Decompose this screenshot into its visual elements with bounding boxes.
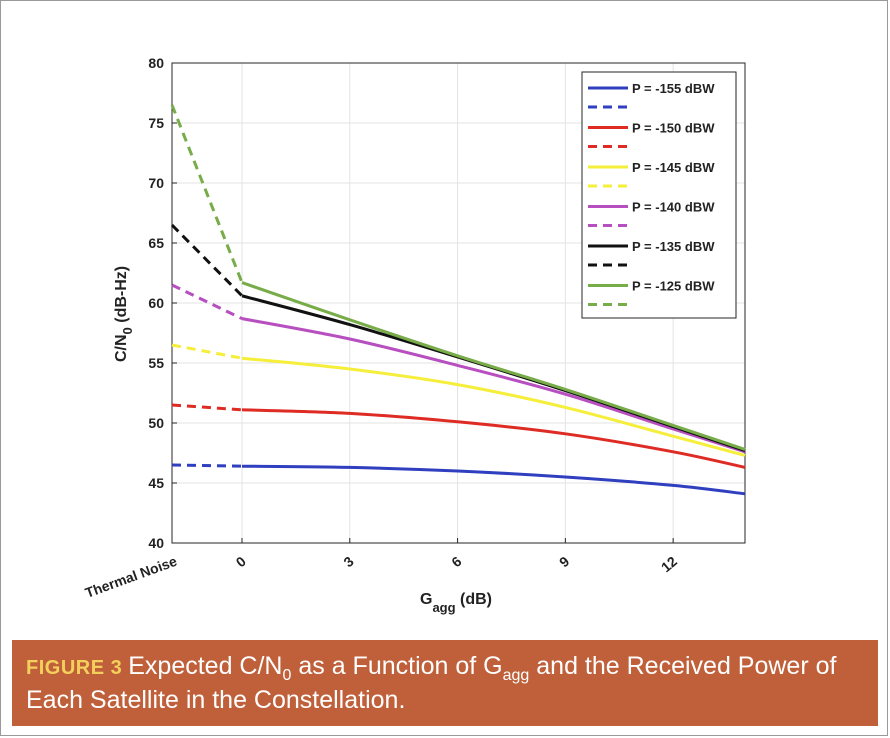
x-tick-label: 12 (658, 553, 680, 575)
y-tick-label: 65 (148, 235, 164, 251)
legend-label-5: P = -125 dBW (632, 279, 715, 294)
figure-label: FIGURE 3 (26, 657, 123, 679)
y-tick-label: 70 (148, 175, 164, 191)
y-tick-label: 40 (148, 535, 164, 551)
series-thermal-dashed-2 (171, 343, 243, 360)
x-tick-label: 6 (448, 553, 464, 570)
legend-label-3: P = -140 dBW (632, 200, 715, 215)
y-axis-label: C/N0 (dB-Hz) (113, 266, 135, 362)
chart-area: 40 45 50 55 60 65 70 75 80 0 3 6 9 12 Thermal Noise Gag… (83, 55, 746, 615)
y-tick-label: 75 (148, 115, 164, 131)
legend-label-2: P = -145 dBW (632, 160, 715, 175)
legend-label-4: P = -135 dBW (632, 239, 715, 254)
series-thermal-dashed-4 (170, 223, 244, 297)
legend-label-1: P = -150 dBW (632, 121, 715, 136)
y-tick-label: 80 (148, 55, 164, 71)
legend-box (581, 71, 737, 319)
series-thermal-dashed-1 (171, 403, 243, 412)
series-line-3 (241, 317, 746, 454)
caption-text-2: as a Function of G (291, 652, 503, 680)
legend-label-0: P = -155 dBW (632, 81, 715, 96)
series-line-5 (241, 281, 746, 451)
series-line-0 (241, 464, 746, 496)
caption-sub-1: 0 (282, 667, 292, 684)
y-tick-label: 45 (148, 475, 164, 491)
y-tick-label: 55 (148, 355, 164, 371)
series-line-1 (241, 408, 746, 469)
caption-text-3: and the Received Power of Each Satellite… (26, 652, 837, 714)
y-tick-label: 60 (148, 295, 164, 311)
x-tick-label: 3 (340, 553, 356, 570)
x-tick-label-thermal-noise: Thermal Noise (83, 553, 179, 601)
figure-caption: FIGURE 3 Expected C/N0 as a Function of G… (12, 640, 878, 726)
caption-text-1: Expected C/N (128, 652, 283, 680)
caption-sub-2: agg (502, 667, 530, 684)
x-axis-label: Gagg (dB) (420, 591, 492, 615)
y-tick-label: 50 (148, 415, 164, 431)
line-chart: 40 45 50 55 60 65 70 75 80 0 3 6 9 12 Thermal Noise Gag… (83, 55, 746, 615)
series-line-2 (241, 356, 746, 457)
series-thermal-dashed-0 (171, 463, 243, 468)
series-thermal-dashed-5 (170, 104, 244, 284)
x-tick-label: 9 (556, 553, 572, 570)
x-tick-label: 0 (233, 553, 249, 570)
series-thermal-dashed-3 (171, 283, 243, 320)
